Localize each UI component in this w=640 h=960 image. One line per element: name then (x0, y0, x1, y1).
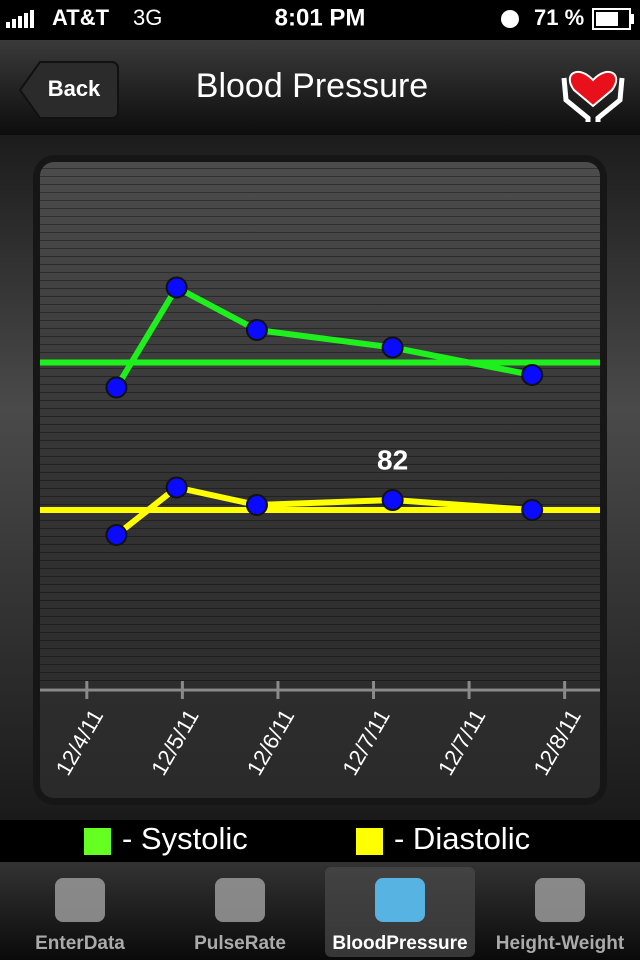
plot-stripes (40, 162, 600, 690)
status-bar (0, 0, 640, 40)
tab-label[interactable]: BloodPressure (332, 933, 467, 954)
tab-icon[interactable] (215, 878, 265, 922)
legend-label: - Systolic (122, 821, 248, 856)
battery-icon (592, 8, 634, 30)
data-point (165, 476, 188, 499)
alarm-icon (501, 10, 519, 28)
tab-icon[interactable] (375, 878, 425, 922)
data-point (105, 376, 128, 399)
tab-label[interactable]: PulseRate (194, 933, 286, 954)
data-point (521, 499, 544, 521)
heart-hands-icon (561, 70, 625, 122)
data-label: 82 (377, 444, 408, 475)
legend-swatch (356, 828, 383, 855)
battery-text: 71 % (534, 5, 584, 30)
legend-swatch (84, 828, 111, 855)
data-point (245, 494, 268, 516)
tab[interactable]: BloodPressure (325, 867, 475, 957)
back-button[interactable]: Back (18, 61, 119, 119)
network: 3G (133, 5, 162, 30)
tab-label[interactable]: Height-Weight (496, 933, 625, 954)
legend: - Systolic - Diastolic (84, 821, 530, 856)
tab-icon[interactable] (535, 878, 585, 922)
data-point (245, 319, 268, 341)
data-point (165, 276, 188, 299)
back-label[interactable]: Back (48, 76, 101, 101)
data-point (105, 524, 128, 546)
tab-icon[interactable] (55, 878, 105, 922)
data-point (381, 489, 404, 511)
clock: 8:01 PM (275, 4, 366, 31)
tab[interactable]: PulseRate (194, 878, 286, 954)
tab[interactable]: EnterData (35, 878, 125, 954)
legend-label: - Diastolic (394, 821, 530, 856)
data-point (381, 336, 404, 359)
signal (6, 10, 34, 28)
tab[interactable]: Height-Weight (496, 878, 625, 954)
tabs: EnterData PulseRate BloodPressure Height-We… (35, 867, 625, 957)
tab-bar (0, 862, 640, 960)
nav-title: Blood Pressure (196, 67, 428, 105)
tab-label[interactable]: EnterData (35, 933, 125, 954)
carrier: AT&T (52, 5, 110, 30)
data-point (521, 364, 544, 386)
